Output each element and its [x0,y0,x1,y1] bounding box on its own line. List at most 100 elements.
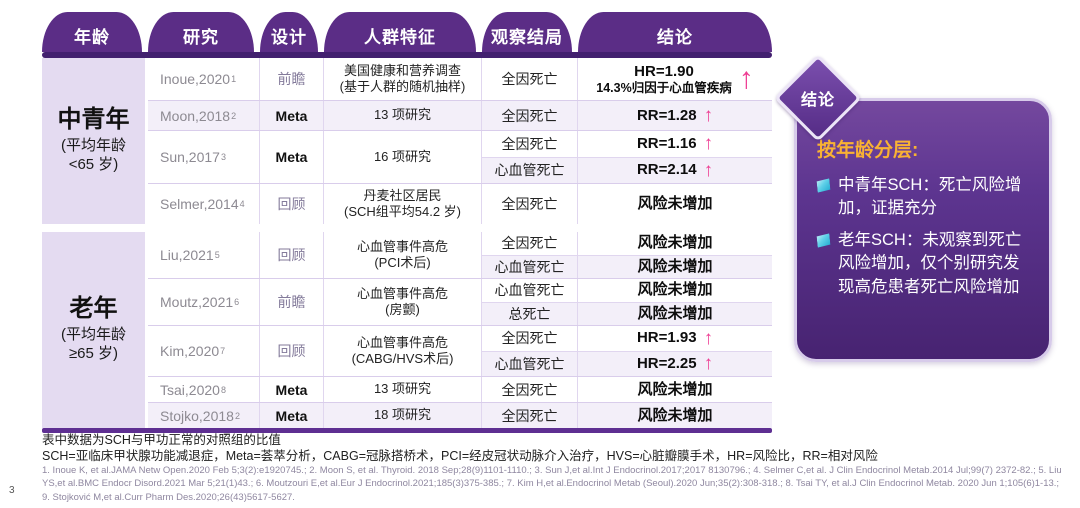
table-row: Inoue,2020 1 前瞻 美国健康和营养调查 (基于人群的随机抽样) 全因死亡 HR… [148,58,772,100]
conclusion-value: HR=2.25 [636,354,697,372]
conclusion-cell: RR=1.16 ↑ [578,131,772,157]
outcomes-group: 全因死亡 风险未增加 [482,403,772,428]
outcomes-group: 心血管死亡 风险未增加 总死亡 风险未增加 [482,279,772,325]
conclusion-note: 14.3%归因于心血管疾病 [596,80,732,95]
bullet-text: 老年SCH：未观察到死亡风险增加，仅个别研究发现高危患者死亡风险增加 [838,230,1022,296]
design-cell: 回顾 [260,326,324,376]
outcome-sub-row: 心血管死亡 风险未增加 [482,254,772,279]
study-name: Tsai,2020 [160,381,220,398]
age-group-subtitle: (平均年龄 <65 岁) [61,137,126,174]
design-cell: 前瞻 [260,279,324,325]
outcome-sub-row: 全因死亡 HR=1.90 14.3%归因于心血管疾病 ↑ [482,58,772,100]
bullet-icon [816,233,830,247]
outcome-sub-row: 全因死亡 HR=1.93 ↑ [482,326,772,351]
table-row: Stojko,2018 2 Meta 18 项研究 全因死亡 风险未增加 [148,402,772,428]
study-reference-number: 3 [220,152,226,162]
column-header-tab: 人群特征 [324,12,476,52]
outcomes-group: 全因死亡 HR=1.93 ↑ 心血管死亡 HR=2.25 ↑ [482,326,772,376]
study-name: Kim,2020 [160,343,220,359]
up-arrow-icon: ↑ [703,105,714,126]
table-row: Selmer,2014 4 回顾 丹麦社区居民 (SCH组平均54.2 岁) 全因死亡风… [148,183,772,224]
population-cell: 18 项研究 [324,403,482,428]
outcome-cell: 全因死亡 [482,403,578,428]
study-rows: Liu,2021 5 回顾 心血管事件高危 (PCI术后) 全因死亡 风险未增加 心血管死亡… [148,232,772,428]
outcomes-group: 全因死亡 RR=1.16 ↑ 心血管死亡 RR=2.14 ↑ [482,131,772,183]
table-row: Liu,2021 5 回顾 心血管事件高危 (PCI术后) 全因死亡 风险未增加 心血管死亡… [148,232,772,278]
study-reference-number: 8 [220,384,226,395]
conclusion-cell: HR=2.25 ↑ [578,352,772,377]
conclusion-value: HR=1.90 [634,62,694,80]
conclusion-value: 风险未增加 [637,304,713,322]
bullet-item: 中青年SCH：死亡风险增加，证据充分 [817,174,1031,221]
conclusion-badge-label: 结论 [800,91,836,109]
column-header-tab: 结论 [578,12,772,52]
conclusion-cell: RR=1.28 ↑ [578,101,772,130]
study-reference-number: 6 [234,297,240,307]
outcomes-group: 全因死亡 风险未增加 心血管死亡 风险未增加 [482,232,772,278]
footnote-line-2: SCH=亚临床甲状腺功能减退症，Meta=荟萃分析，CABG=冠脉搭桥术，PCI… [42,449,878,463]
conclusion-value: RR=1.16 [636,134,697,152]
population-cell: 13 项研究 [324,377,482,402]
conclusion-text: RR=2.14 [637,161,697,179]
study-cell: Moutz,2021 6 [148,279,260,325]
outcome-cell: 心血管死亡 [482,255,578,278]
conclusion-text: 风险未增加 [637,195,712,213]
population-cell: 16 项研究 [324,131,482,183]
outcome-sub-row: 全因死亡 风险未增加 [482,184,772,224]
study-cell: Kim,2020 7 [148,326,260,376]
study-name: Selmer,2014 [160,196,239,212]
outcome-sub-row: 全因死亡 RR=1.28 ↑ [482,101,772,130]
study-cell: Liu,2021 5 [148,232,260,278]
study-name: Moon,2018 [160,107,231,124]
panel-heading: 按年龄分层: [817,140,919,161]
outcomes-group: 全因死亡 HR=1.90 14.3%归因于心血管疾病 ↑ [482,58,772,100]
conclusion-value: 风险未增加 [637,380,713,398]
study-reference-number: 4 [239,199,245,209]
age-group: 中青年 (平均年龄 <65 岁) Inoue,2020 1 前瞻 美国健康和营养调查 (基… [42,58,772,224]
conclusion-text: HR=1.90 14.3%归因于心血管疾病 [596,63,731,96]
study-reference-number: 2 [231,110,237,121]
up-arrow-icon: ↑ [738,62,754,95]
conclusion-cell: 风险未增加 [578,377,772,402]
studies-table: 年龄 研究 设计 人群特征 观察结局 结论 中青年 (平均年龄 <65 岁) Inoue,20… [42,12,772,433]
age-group-subtitle: (平均年龄 ≥65 岁) [61,326,126,363]
study-reference-number: 7 [220,346,226,356]
design-cell: Meta [260,131,324,183]
outcome-cell: 全因死亡 [482,101,578,130]
study-cell: Sun,2017 3 [148,131,260,183]
study-reference-number: 5 [214,250,220,260]
conclusion-value: HR=1.93 [636,329,697,347]
conclusion-cell: HR=1.90 14.3%归因于心血管疾病 ↑ [578,58,772,100]
outcome-cell: 全因死亡 [482,232,578,255]
conclusion-text: 风险未增加 [637,234,712,252]
conclusion-text: HR=2.25 [637,355,697,373]
conclusion-text: HR=1.93 [637,329,697,347]
study-name: Moutz,2021 [160,294,234,310]
table-body: 中青年 (平均年龄 <65 岁) Inoue,2020 1 前瞻 美国健康和营养调查 (基… [42,58,772,428]
outcome-cell: 心血管死亡 [482,157,578,183]
bullet-icon [816,178,830,192]
outcome-sub-row: 心血管死亡 RR=2.14 ↑ [482,156,772,183]
age-group-title: 老年 [69,295,118,323]
conclusion-text: 风险未增加 [637,381,712,399]
population-cell: 心血管事件高危 (PCI术后) [324,232,482,278]
up-arrow-icon: ↑ [703,159,714,181]
study-rows: Inoue,2020 1 前瞻 美国健康和营养调查 (基于人群的随机抽样) 全因死亡 HR… [148,58,772,224]
study-reference-number: 1 [231,74,237,84]
study-cell: Moon,2018 2 [148,101,260,130]
design-cell: 回顾 [260,184,324,224]
table-row: Moutz,2021 6 前瞻 心血管事件高危 (房颤) 心血管死亡 风险未增加 总死亡 风险… [148,278,772,325]
conclusion-cell: 风险未增加 [578,256,772,279]
outcome-cell: 全因死亡 [482,326,578,351]
design-cell: Meta [260,403,324,428]
conclusion-cell: 风险未增加 [578,303,772,326]
outcome-sub-row: 全因死亡 风险未增加 [482,403,772,428]
bullet-text: 中青年SCH：死亡风险增加，证据充分 [838,176,1022,218]
design-cell: Meta [260,101,324,130]
design-cell: 回顾 [260,232,324,278]
conclusion-value: RR=2.14 [636,161,697,179]
up-arrow-icon: ↑ [703,327,714,349]
conclusion-text: 风险未增加 [637,407,712,425]
study-cell: Tsai,2020 8 [148,377,260,402]
